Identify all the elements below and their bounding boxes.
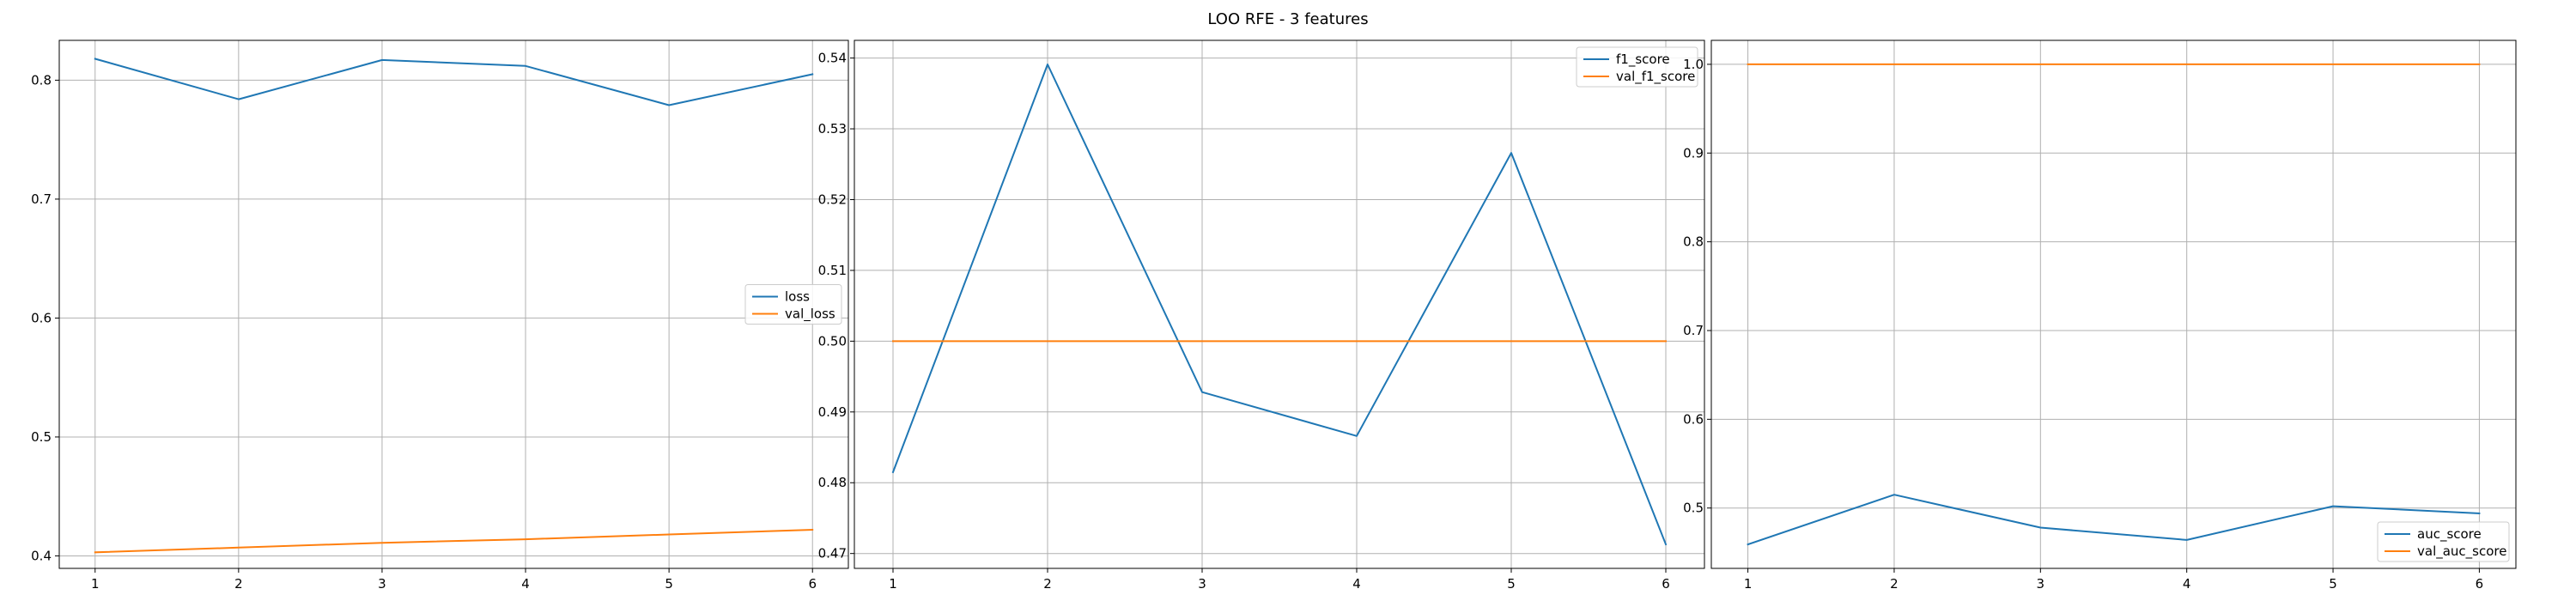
x-tick-label: 3 xyxy=(2037,576,2045,592)
legend-label: val_auc_score xyxy=(2417,543,2507,560)
y-tick-label: 0.4 xyxy=(31,548,52,563)
subplot-2: 1 2 3 4 5 6 0.47 0.48 0.49 0.50 0.51 0.52 0.53 0.54 f1… xyxy=(818,39,1705,592)
legend-label: loss xyxy=(785,289,810,305)
x-tick-label: 6 xyxy=(2476,576,2484,592)
series-line-val-loss xyxy=(94,528,814,554)
legend-label: val_f1_score xyxy=(1616,69,1695,85)
x-tick-label: 4 xyxy=(1352,576,1361,592)
y-tick-label: 0.9 xyxy=(1683,145,1704,161)
x-tick-label: 5 xyxy=(665,576,673,592)
axes-frame xyxy=(1710,39,2517,569)
legend-label: auc_score xyxy=(2417,526,2482,543)
x-tick-label: 6 xyxy=(808,576,817,592)
y-tick-label: 0.5 xyxy=(1683,501,1704,516)
x-tick-label: 6 xyxy=(1662,576,1670,592)
y-tick-label: 0.5 xyxy=(31,429,52,445)
x-tick-label: 2 xyxy=(1043,576,1052,592)
y-tick-label: 0.48 xyxy=(818,475,847,490)
y-tick-label: 0.53 xyxy=(818,121,847,137)
y-tick-label: 0.6 xyxy=(31,310,52,325)
subplot-3: 1 2 3 4 5 6 0.5 0.6 0.7 0.8 0.9 1.0 auc_scoreval_auc… xyxy=(1683,39,2517,592)
legend-label: val_loss xyxy=(785,307,835,323)
x-tick-label: 4 xyxy=(521,576,530,592)
y-tick-label: 0.8 xyxy=(1683,234,1704,250)
y-tick-label: 0.52 xyxy=(818,191,847,207)
series-line-loss xyxy=(94,58,814,106)
x-tick-label: 5 xyxy=(1507,576,1516,592)
y-tick-label: 1.0 xyxy=(1683,57,1704,72)
y-tick-label: 0.47 xyxy=(818,546,847,562)
series-line-auc-score xyxy=(1747,494,2481,546)
series-line-f1-score xyxy=(891,64,1668,546)
y-tick-label: 0.50 xyxy=(818,333,847,349)
y-tick-label: 0.49 xyxy=(818,404,847,420)
y-tick-label: 0.8 xyxy=(31,72,52,88)
axes-frame xyxy=(854,39,1705,569)
y-tick-label: 0.6 xyxy=(1683,411,1704,427)
x-tick-label: 4 xyxy=(2183,576,2191,592)
x-tick-label: 2 xyxy=(234,576,243,592)
y-tick-label: 0.7 xyxy=(31,191,52,207)
x-tick-label: 2 xyxy=(1890,576,1899,592)
x-tick-label: 1 xyxy=(91,576,100,592)
x-tick-label: 1 xyxy=(889,576,897,592)
legend: loss val_loss xyxy=(744,284,842,325)
x-tick-label: 1 xyxy=(1744,576,1753,592)
figure-title: LOO RFE - 3 features xyxy=(1207,10,1368,28)
axes-frame xyxy=(58,39,849,569)
legend-label: f1_score xyxy=(1616,52,1670,68)
x-tick-label: 3 xyxy=(1198,576,1206,592)
y-tick-label: 0.51 xyxy=(818,263,847,278)
y-tick-label: 0.7 xyxy=(1683,323,1704,338)
x-tick-label: 5 xyxy=(2329,576,2337,592)
legend-box xyxy=(2377,521,2510,562)
x-tick-label: 3 xyxy=(378,576,386,592)
subplot-1: 1 2 3 4 5 6 0.4 0.5 0.6 0.7 0.8 loss val_loss xyxy=(31,39,849,592)
y-tick-label: 0.54 xyxy=(818,51,847,66)
